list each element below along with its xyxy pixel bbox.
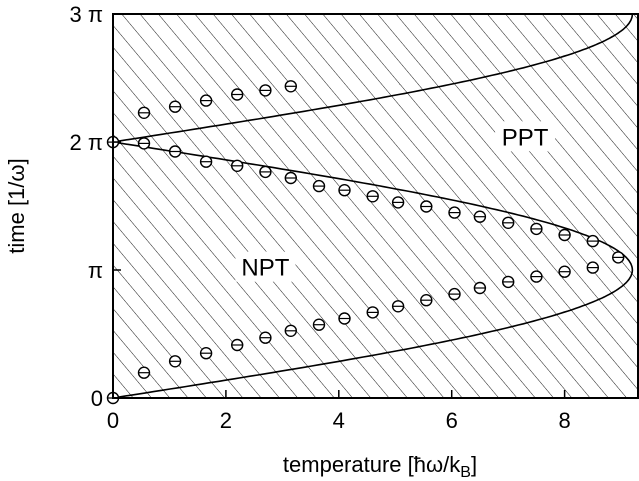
region-label-bg [235, 251, 296, 282]
x-tick-label: 6 [446, 408, 458, 433]
x-tick-label: 8 [558, 408, 570, 433]
x-tick-label: 4 [333, 408, 345, 433]
region-label: NPT [241, 255, 289, 282]
y-tick-label: π [88, 258, 103, 283]
plot-background [113, 14, 638, 398]
y-axis-label: time [1/ω] [4, 158, 29, 253]
y-tick-label: 0 [91, 386, 103, 411]
region-label: PPT [502, 124, 549, 151]
plot-frame [112, 13, 639, 399]
x-tick-label: 2 [220, 408, 232, 433]
y-tick-label: 2 π [69, 130, 103, 155]
x-axis-label: temperature [ħω/kB] [283, 452, 477, 481]
region-label-bg [495, 121, 556, 152]
boundary-curve [113, 14, 634, 398]
y-tick-label: 3 π [69, 2, 103, 27]
x-tick-label: 0 [107, 408, 119, 433]
